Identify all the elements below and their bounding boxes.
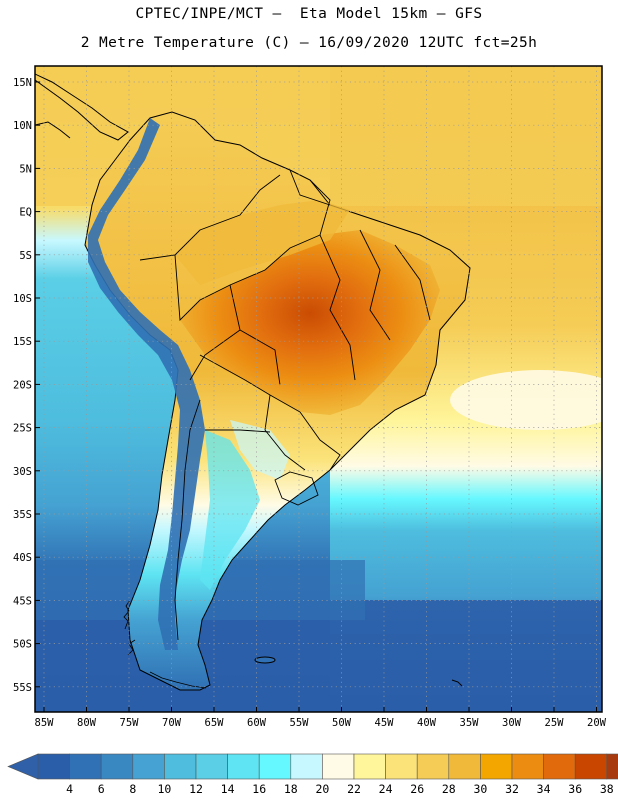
central-america bbox=[35, 73, 129, 141]
lon-label: 75W bbox=[120, 717, 140, 729]
colorbar-segment bbox=[385, 753, 418, 780]
colorbar-segment bbox=[69, 753, 102, 780]
lon-label: 25W bbox=[545, 717, 565, 729]
lon-label: 55W bbox=[290, 717, 310, 729]
colorbar-segment bbox=[353, 753, 386, 780]
colorbar-label: 10 bbox=[157, 782, 171, 796]
colorbar-label: 8 bbox=[129, 782, 136, 796]
lat-label: 40S bbox=[13, 552, 32, 564]
colorbar-label: 28 bbox=[442, 782, 456, 796]
lat-label: 15S bbox=[13, 336, 32, 348]
colorbar-segment bbox=[322, 753, 355, 780]
andes-cold bbox=[88, 118, 205, 650]
colorbar-segment bbox=[258, 753, 292, 780]
map-frame bbox=[34, 65, 603, 713]
lon-label: 50W bbox=[332, 717, 352, 729]
colorbar-label: 4 bbox=[66, 782, 73, 796]
longitude-axis: 85W 80W 75W 70W 65W 60W 55W 50W 45W 40W 35W 30W 25W 2… bbox=[35, 707, 607, 729]
lon-label: 30W bbox=[502, 717, 522, 729]
colorbar-label: 30 bbox=[473, 782, 487, 796]
lat-label: 5N bbox=[19, 163, 32, 175]
colorbar-label: 12 bbox=[189, 782, 203, 796]
colorbar-segment bbox=[416, 753, 450, 780]
colorbar-under-arrow bbox=[7, 753, 39, 780]
lat-label: 35S bbox=[13, 509, 32, 521]
lat-label: 5S bbox=[19, 250, 32, 262]
lon-label: 45W bbox=[375, 717, 395, 729]
map-title: CPTEC/INPE/MCT – Eta Model 15km – GFS bbox=[135, 6, 483, 22]
colorbar-segment bbox=[574, 753, 608, 780]
lon-label: 60W bbox=[247, 717, 267, 729]
colorbar-segment bbox=[164, 753, 197, 780]
colorbar-segment bbox=[227, 753, 260, 780]
lon-label: 80W bbox=[77, 717, 97, 729]
colorbar-segment bbox=[606, 753, 618, 780]
colorbar-label: 20 bbox=[315, 782, 329, 796]
lat-label: 55S bbox=[13, 682, 32, 694]
hot-region bbox=[180, 230, 440, 415]
lat-label: 10S bbox=[13, 293, 32, 305]
colorbar-segment bbox=[37, 753, 70, 780]
lat-label: EQ bbox=[19, 207, 32, 219]
colorbar-segment bbox=[195, 753, 228, 780]
colorbar-label: 18 bbox=[284, 782, 298, 796]
colorbar-legend: 4 6 8 10 12 14 16 18 20 22 24 26 28 30 32 34 36 38 bbox=[7, 753, 618, 796]
colorbar-label: 14 bbox=[221, 782, 235, 796]
colorbar-segment bbox=[290, 753, 323, 780]
colorbar-label: 24 bbox=[379, 782, 393, 796]
lat-label: 15N bbox=[13, 77, 32, 89]
lat-label: 10N bbox=[13, 120, 32, 132]
colorbar-label: 32 bbox=[505, 782, 519, 796]
lon-label: 35W bbox=[460, 717, 480, 729]
latitude-axis: 15N 10N 5N EQ 5S 10S 15S 20S 25S 30S 35S 40S 45S 50S 5… bbox=[13, 77, 40, 694]
lat-label: 25S bbox=[13, 423, 32, 435]
lon-label: 20W bbox=[587, 717, 607, 729]
colorbar-label: 6 bbox=[98, 782, 105, 796]
colorbar-label: 34 bbox=[537, 782, 551, 796]
graticule bbox=[35, 66, 602, 712]
colorbar-segment bbox=[100, 753, 134, 780]
lon-label: 65W bbox=[205, 717, 225, 729]
colorbar-label: 22 bbox=[347, 782, 361, 796]
map-subtitle: 2 Metre Temperature (C) – 16/09/2020 12U… bbox=[80, 35, 538, 51]
colorbar-segment bbox=[480, 753, 513, 780]
colorbar-label: 38 bbox=[600, 782, 614, 796]
lon-label: 70W bbox=[162, 717, 182, 729]
colorbar-label: 16 bbox=[252, 782, 266, 796]
lat-label: 45S bbox=[13, 595, 32, 607]
colorbar-segment bbox=[511, 753, 544, 780]
colorbar-segment bbox=[132, 753, 165, 780]
map-area bbox=[35, 66, 602, 712]
lat-label: 50S bbox=[13, 639, 32, 651]
colorbar-label: 36 bbox=[568, 782, 582, 796]
lon-label: 40W bbox=[417, 717, 437, 729]
lon-label: 85W bbox=[35, 717, 55, 729]
lat-label: 20S bbox=[13, 379, 32, 391]
colorbar-segment bbox=[543, 753, 576, 780]
colorbar-segment bbox=[448, 753, 481, 780]
lat-label: 30S bbox=[13, 466, 32, 478]
colorbar-label: 26 bbox=[410, 782, 424, 796]
